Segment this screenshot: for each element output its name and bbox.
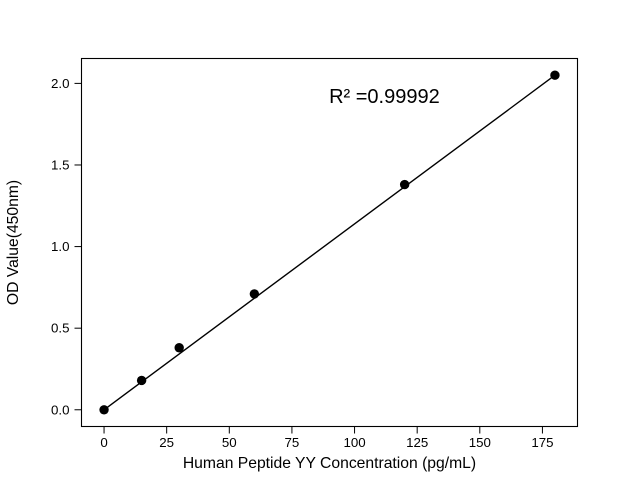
svg-text:R² =0.99992: R² =0.99992 — [329, 86, 440, 108]
svg-text:100: 100 — [343, 435, 365, 450]
svg-text:150: 150 — [469, 435, 491, 450]
svg-text:25: 25 — [159, 435, 174, 450]
svg-text:75: 75 — [285, 435, 300, 450]
svg-text:1.0: 1.0 — [51, 239, 70, 254]
svg-text:125: 125 — [406, 435, 428, 450]
svg-text:50: 50 — [222, 435, 237, 450]
svg-text:0.5: 0.5 — [51, 321, 70, 336]
svg-text:OD Value(450nm): OD Value(450nm) — [5, 180, 22, 305]
svg-text:175: 175 — [531, 435, 553, 450]
svg-text:0.0: 0.0 — [51, 402, 70, 417]
svg-text:0: 0 — [100, 435, 107, 450]
svg-text:Human Peptide YY Concentration: Human Peptide YY Concentration (pg/mL) — [183, 455, 476, 472]
svg-text:1.5: 1.5 — [51, 158, 70, 173]
svg-text:2.0: 2.0 — [51, 76, 70, 91]
